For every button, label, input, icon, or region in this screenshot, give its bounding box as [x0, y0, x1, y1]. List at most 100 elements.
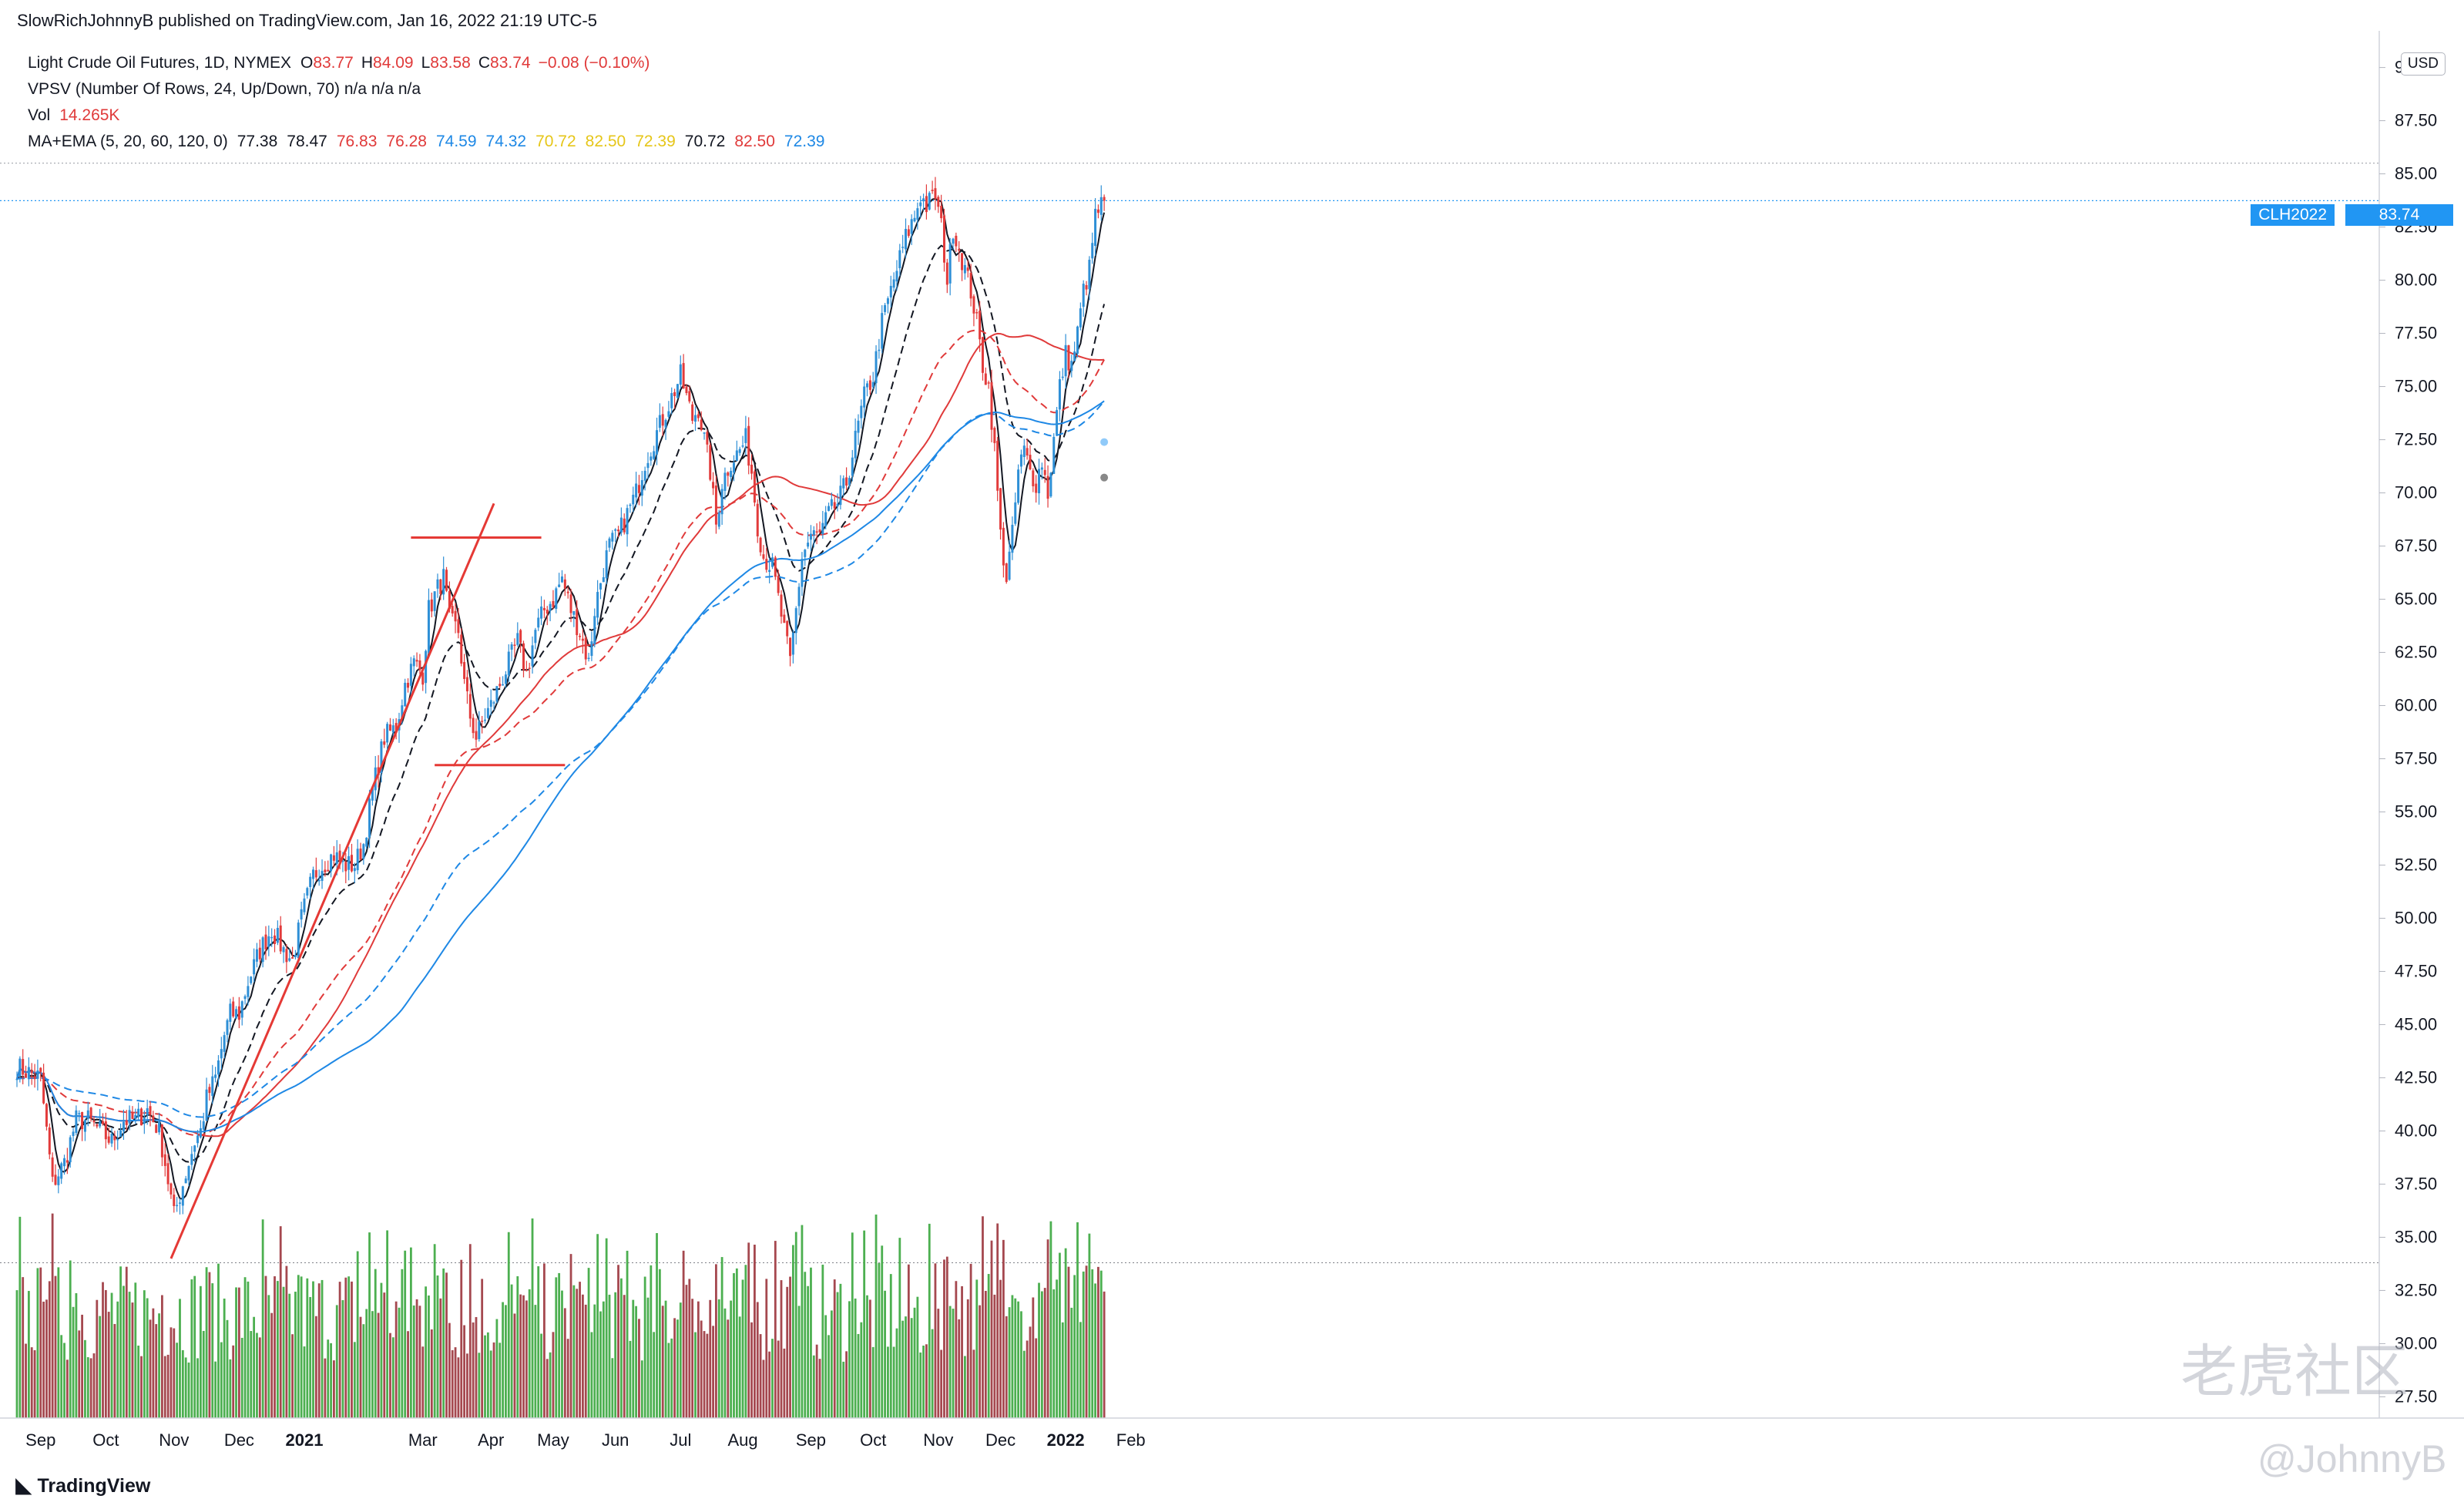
volume-bar	[359, 1316, 362, 1418]
candle-body	[335, 852, 338, 864]
legend-vpsv[interactable]: VPSV (Number Of Rows, 24, Up/Down, 70) n…	[28, 80, 421, 98]
candle-body	[783, 614, 786, 623]
candle-body	[694, 415, 697, 422]
volume-bar	[881, 1245, 884, 1418]
ema120-line	[16, 401, 1105, 1118]
candle-body	[48, 1127, 51, 1154]
volume-bar	[712, 1326, 714, 1418]
ma-value: 76.28	[386, 133, 427, 150]
volume-bar	[232, 1345, 235, 1418]
volume-bar	[804, 1272, 807, 1418]
candle-body	[703, 432, 706, 434]
volume-bar	[96, 1299, 99, 1418]
volume-bar	[590, 1332, 593, 1418]
tradingview-logo[interactable]: ◣ TradingView	[15, 1473, 151, 1497]
candle-body	[984, 373, 987, 385]
candle-body	[709, 445, 712, 480]
candle-body	[871, 381, 874, 388]
volume-bar	[528, 1289, 531, 1418]
y-tick-label: 75.00	[2395, 377, 2437, 396]
candle-body	[679, 364, 682, 385]
volume-bar	[1026, 1340, 1029, 1418]
candle-body	[519, 630, 522, 643]
legend-volume[interactable]: Vol 14.265K	[28, 106, 120, 124]
y-tick-label: 65.00	[2395, 590, 2437, 609]
ma-value: 76.83	[336, 133, 378, 150]
volume-bar	[519, 1294, 522, 1418]
y-tick-label: 30.00	[2395, 1333, 2437, 1353]
candle-body	[963, 264, 966, 274]
volume-bar	[653, 1332, 656, 1418]
legend-main[interactable]: Light Crude Oil Futures, 1D, NYMEX O83.77…	[28, 54, 668, 72]
candle-body	[730, 470, 733, 477]
volume-bar	[688, 1279, 691, 1418]
candle-body	[25, 1073, 28, 1078]
volume-bar	[750, 1322, 753, 1418]
candle-body	[149, 1106, 152, 1115]
candle-body	[247, 986, 250, 997]
candle-body	[640, 479, 643, 496]
volume-bar	[1017, 1301, 1020, 1418]
candle-body	[691, 404, 694, 422]
candle-body	[425, 650, 428, 684]
volume-bar	[478, 1353, 481, 1418]
candle-body	[516, 633, 519, 645]
candle-body	[801, 559, 804, 587]
volume-bar	[815, 1344, 818, 1418]
volume-bar	[1085, 1265, 1088, 1418]
candle-body	[350, 855, 353, 872]
volume-bar	[860, 1322, 863, 1418]
volume-bar	[664, 1300, 667, 1418]
volume-bar	[300, 1276, 303, 1418]
volume-bar	[969, 1263, 972, 1418]
ma-value: 72.39	[784, 133, 825, 150]
candle-body	[451, 606, 454, 613]
volume-bar	[1052, 1289, 1056, 1418]
volume-bar	[797, 1306, 801, 1418]
candle-body	[15, 1078, 18, 1080]
y-tick-label: 62.50	[2395, 643, 2437, 662]
volume-bar	[884, 1290, 886, 1418]
volume-bar	[457, 1357, 460, 1418]
candle-body	[51, 1157, 54, 1177]
volume-bar	[546, 1359, 549, 1418]
volume-bar	[700, 1320, 703, 1418]
y-tick-label: 60.00	[2395, 696, 2437, 715]
currency-label[interactable]: USD	[2400, 52, 2446, 76]
candle-body	[821, 523, 824, 535]
candle-body	[261, 937, 264, 963]
candle-body	[131, 1113, 134, 1119]
volume-bar	[187, 1362, 190, 1418]
candle-body	[465, 677, 468, 692]
volume-bar	[931, 1329, 934, 1418]
candle-body	[987, 382, 990, 384]
candle-body	[1046, 476, 1049, 499]
volume-bar	[1008, 1307, 1011, 1418]
y-tick-label: 52.50	[2395, 855, 2437, 874]
volume-bar	[937, 1309, 940, 1418]
candle-body	[282, 946, 285, 953]
volume-bar	[371, 1311, 374, 1418]
candle-body	[765, 559, 768, 570]
volume-bar	[848, 1301, 851, 1418]
volume-bar	[190, 1279, 193, 1418]
candle-body	[848, 478, 851, 486]
candle-body	[555, 588, 558, 609]
volume-bar	[394, 1301, 398, 1418]
candle-body	[386, 724, 389, 743]
candle-body	[922, 198, 925, 202]
y-tick-label: 87.50	[2395, 111, 2437, 130]
volume-bar	[525, 1300, 528, 1418]
candle-body	[632, 494, 635, 505]
volume-bar	[818, 1359, 821, 1418]
moving-averages	[16, 197, 1106, 1200]
candle-body	[727, 472, 730, 476]
candle-body	[1058, 379, 1061, 410]
candle-body	[92, 1121, 96, 1123]
volume-bar	[131, 1302, 134, 1418]
volume-bar	[291, 1334, 294, 1418]
candle-body	[72, 1131, 75, 1136]
legend-ma-ema[interactable]: MA+EMA (5, 20, 60, 120, 0) 77.38 78.47 76.8…	[28, 133, 834, 151]
candle-body	[510, 644, 513, 650]
